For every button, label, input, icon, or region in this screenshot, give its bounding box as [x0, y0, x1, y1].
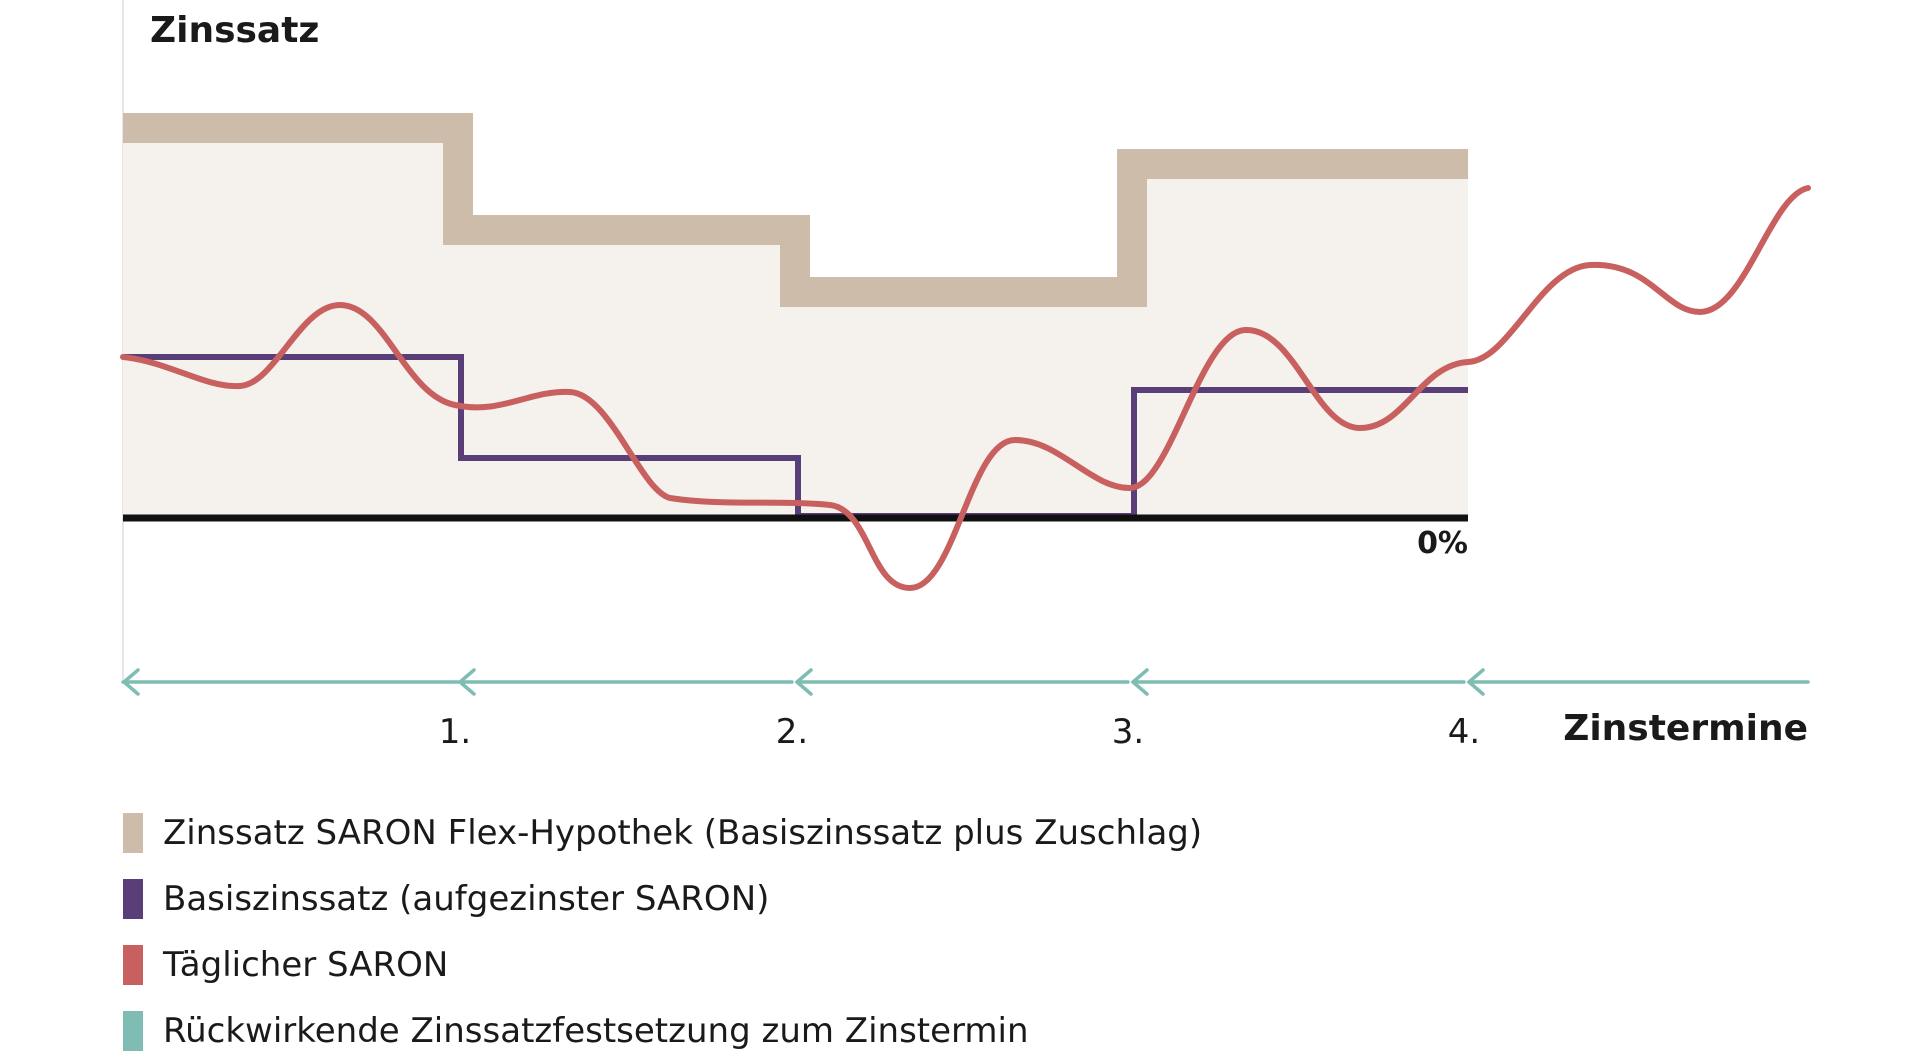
tick-label-2: 2.	[775, 712, 809, 752]
tick-label-4: 4.	[1447, 712, 1481, 752]
legend-swatch-retroactive	[123, 1011, 143, 1051]
saron-curve	[120, 185, 1811, 592]
arrow-head-5	[1467, 668, 1485, 696]
y-axis-title: Zinssatz	[150, 10, 320, 51]
legend-item-retroactive: Rückwirkende Zinssatzfestsetzung zum Zin…	[123, 998, 1202, 1064]
x-axis-title: Zinstermine	[1563, 708, 1808, 749]
legend-item-flex-rate: Zinssatz SARON Flex-Hypothek (Basiszinss…	[123, 800, 1202, 866]
legend-swatch-flex-rate	[123, 813, 143, 853]
legend-item-basis-rate: Basiszinssatz (aufgezinster SARON)	[123, 866, 1202, 932]
legend-label-basis-rate: Basiszinssatz (aufgezinster SARON)	[163, 879, 770, 919]
flex-rate-line	[123, 113, 1468, 307]
legend-label-flex-rate: Zinssatz SARON Flex-Hypothek (Basiszinss…	[163, 813, 1203, 853]
legend-item-daily-saron: Täglicher SARON	[123, 932, 1202, 998]
arrow-head-3	[795, 668, 813, 696]
legend-swatch-basis-rate	[123, 879, 143, 919]
legend-label-daily-saron: Täglicher SARON	[163, 945, 449, 985]
arrow-head-1	[122, 668, 140, 696]
tick-label-3: 3.	[1111, 712, 1145, 752]
tick-label-1: 1.	[438, 712, 472, 752]
legend-label-retroactive: Rückwirkende Zinssatzfestsetzung zum Zin…	[163, 1011, 1029, 1051]
basis-rate-line	[123, 354, 1468, 519]
legend-swatch-daily-saron	[123, 945, 143, 985]
legend: Zinssatz SARON Flex-Hypothek (Basiszinss…	[123, 800, 1202, 1064]
zero-percent-label: 0%	[1417, 526, 1468, 561]
retroactive-arrows	[121, 668, 1810, 696]
arrow-head-4	[1131, 668, 1149, 696]
arrow-head-2	[458, 668, 476, 696]
